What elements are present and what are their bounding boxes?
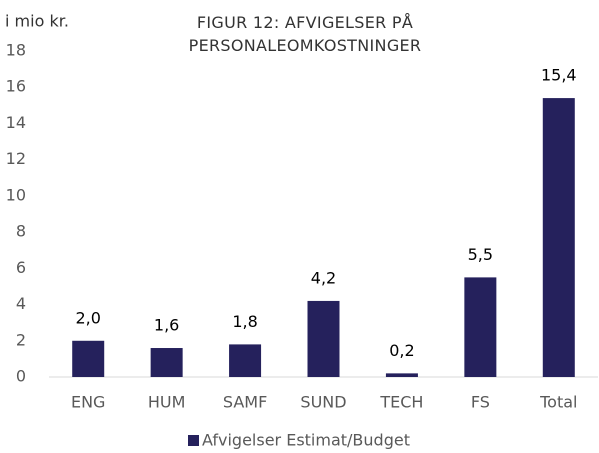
x-tick-label: ENG: [71, 393, 105, 412]
y-tick-label: 18: [6, 41, 26, 60]
bar: [72, 340, 105, 377]
x-tick-label: HUM: [148, 393, 186, 412]
bar: [307, 300, 340, 377]
y-tick-label: 8: [16, 222, 26, 241]
value-label: 15,4: [541, 66, 577, 85]
y-tick-label: 12: [6, 149, 26, 168]
value-label: 1,6: [154, 316, 179, 335]
y-tick-label: 14: [6, 113, 26, 132]
value-label: 2,0: [75, 308, 100, 327]
y-tick-label: 10: [6, 185, 26, 204]
bar: [229, 344, 262, 377]
bar: [150, 348, 183, 377]
bar: [464, 277, 497, 377]
y-tick-label: 2: [16, 330, 26, 349]
value-label: 5,5: [468, 245, 493, 264]
y-tick-label: 16: [6, 77, 26, 96]
value-label: 1,8: [232, 312, 257, 331]
x-tick-label: Total: [539, 393, 577, 412]
legend-swatch: [188, 435, 199, 446]
bar: [542, 98, 575, 377]
y-tick-label: 6: [16, 258, 26, 277]
x-tick-label: SAMF: [223, 393, 267, 412]
bar: [385, 373, 418, 377]
value-label: 4,2: [311, 268, 336, 287]
legend-label: Afvigelser Estimat/Budget: [202, 431, 410, 450]
chart-title: FIGUR 12: AFVIGELSER PÅ PERSONALEOMKOSTN…: [188, 13, 422, 55]
x-tick-label: SUND: [300, 393, 346, 412]
y-tick-label: 4: [16, 294, 26, 313]
value-label: 0,2: [389, 341, 414, 360]
x-tick-label: TECH: [379, 393, 423, 412]
y-tick-label: 0: [16, 367, 26, 386]
y-axis-label: i mio kr.: [5, 12, 69, 31]
x-tick-label: FS: [471, 393, 490, 412]
